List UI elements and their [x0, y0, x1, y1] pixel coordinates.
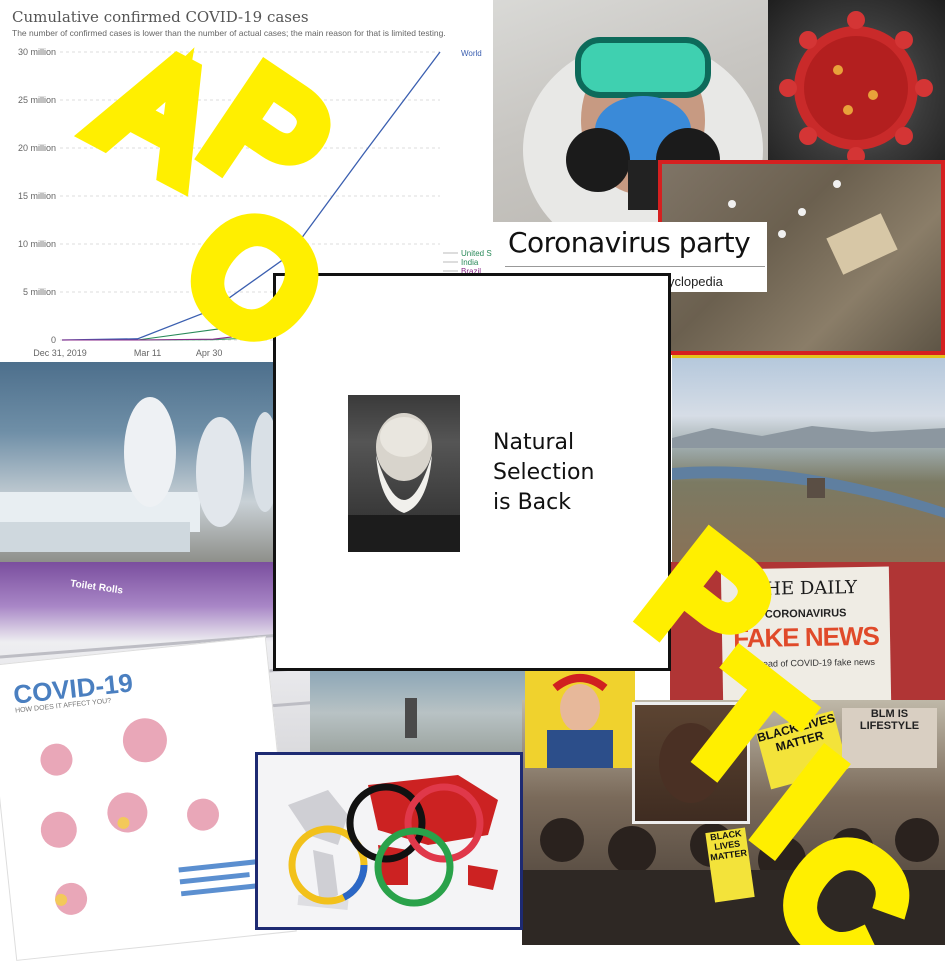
- lung-illustrations: [40, 718, 259, 915]
- x-tick-label: Dec 31, 2019: [33, 348, 87, 358]
- newspaper: THE DAILY CORONAVIRUS FAKE NEWS he sprea…: [720, 566, 892, 702]
- portrait-painting-photo: [632, 702, 750, 824]
- chart-subtitle: The number of confirmed cases is lower t…: [12, 28, 446, 38]
- headline-line: Natural: [493, 430, 575, 455]
- series-label: United Sta: [461, 249, 492, 258]
- virus-illustration: [768, 0, 945, 180]
- series-label: India: [461, 258, 479, 267]
- newspaper-kicker: CORONAVIRUS: [764, 607, 847, 621]
- y-tick-label: 15 million: [18, 191, 56, 201]
- covid-infographic: COVID-19 HOW DOES IT AFFECT YOU?: [0, 636, 297, 961]
- rosie-riveter-poster: [525, 668, 635, 768]
- newspaper-headline: FAKE NEWS: [732, 620, 880, 654]
- party-title: Coronavirus party: [508, 226, 751, 259]
- ruined-city-photo: [672, 355, 945, 565]
- ruins-landscape: [672, 426, 945, 518]
- y-tick-label: 20 million: [18, 143, 56, 153]
- protest-sign: BLM IS LIFESTYLE: [842, 708, 937, 768]
- divider: [505, 266, 765, 267]
- y-tick-label: 0: [51, 335, 56, 345]
- bearded-man-photo: [348, 413, 460, 552]
- covid-cases-chart: Cumulative confirmed COVID-19 cases The …: [0, 0, 492, 362]
- series-label: World: [461, 49, 482, 58]
- empty-airport-photo: [310, 668, 525, 758]
- graves-aerial: [728, 180, 898, 275]
- y-tick-label: 10 million: [18, 239, 56, 249]
- rosie-figure: [547, 674, 613, 768]
- center-headline: Natural Selection is Back: [493, 428, 594, 518]
- headline-line: is Back: [493, 490, 571, 515]
- darwin-portrait: [348, 395, 460, 552]
- chart-title: Cumulative confirmed COVID-19 cases: [12, 8, 309, 26]
- newspaper-subheading: he spread of COVID-19 fake news: [737, 656, 876, 670]
- y-tick-label: 25 million: [18, 95, 56, 105]
- newspaper-title: THE DAILY: [753, 577, 858, 600]
- x-tick-label: Apr 30: [196, 348, 223, 358]
- y-tick-label: 30 million: [18, 47, 56, 57]
- headline-line: Selection: [493, 460, 595, 485]
- hospital-scene: [0, 397, 275, 552]
- center-card: Natural Selection is Back: [273, 273, 671, 671]
- painted-portrait: [659, 723, 723, 803]
- series-label: Brazil: [461, 267, 481, 276]
- x-tick-label: Mar 11: [134, 348, 161, 358]
- fake-news-photo: THE DAILY CORONAVIRUS FAKE NEWS he sprea…: [670, 562, 945, 702]
- virus-particle: [779, 11, 933, 165]
- protest-crowd-photo: BLACK LIVES MATTER BLACK LIVES MATTER BL…: [522, 700, 945, 945]
- protest-crowd: [522, 818, 945, 945]
- series-line: [61, 51, 441, 341]
- airport-scene: [405, 698, 417, 738]
- y-tick-label: 5 million: [23, 287, 56, 297]
- hospital-ward-photo: [0, 362, 275, 562]
- world-map-with-rings: [288, 775, 498, 910]
- olympic-map-graphic: [255, 752, 523, 930]
